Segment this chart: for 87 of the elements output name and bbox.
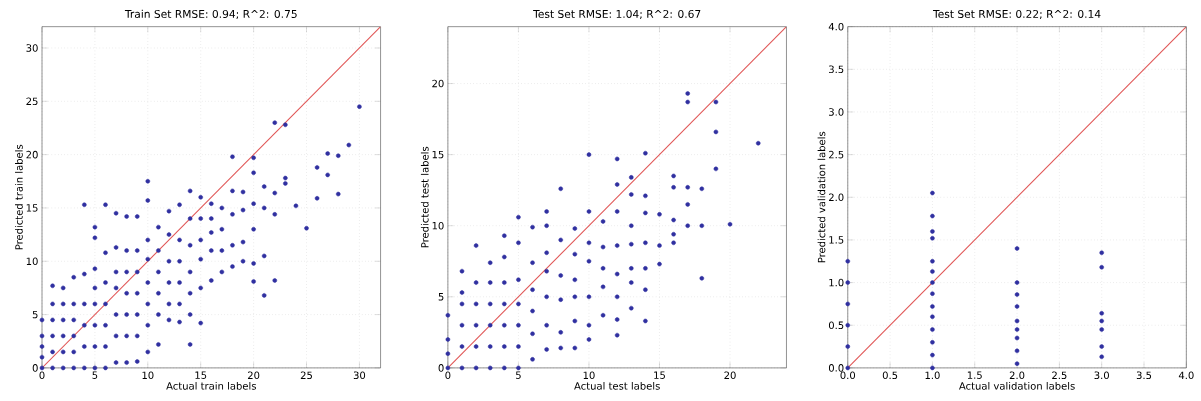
point — [930, 258, 935, 264]
y-tick-label: 15 — [26, 204, 38, 212]
point — [930, 314, 935, 319]
x-tick-label: 20 — [724, 371, 736, 379]
y-tick-label: 20 — [26, 150, 38, 159]
y-tick-label: 15 — [432, 150, 444, 159]
x-tick-label: 25 — [300, 371, 312, 379]
x-tick-label: 5 — [516, 371, 521, 379]
point — [845, 280, 851, 285]
x-axis-title: Actual validation labels — [959, 381, 1075, 390]
point — [845, 322, 851, 328]
y-tick-label: 5 — [438, 292, 444, 301]
x-tick-label: 3.0 — [1094, 371, 1109, 379]
x-tick-label: 1.5 — [967, 371, 982, 379]
y-tick-label: 1.0 — [829, 278, 844, 287]
point — [845, 344, 851, 349]
y-tick-label: 5 — [32, 310, 38, 319]
point — [1014, 348, 1020, 353]
point — [1014, 280, 1020, 285]
y-tick-label: 2.0 — [829, 193, 844, 201]
point — [930, 269, 935, 274]
y-tick-label: 10 — [432, 221, 444, 230]
y-tick-label: 2.5 — [829, 150, 844, 159]
x-tick-label: 2.5 — [1052, 371, 1067, 379]
x-tick-label: 10 — [583, 371, 595, 379]
point — [930, 190, 935, 196]
point — [930, 304, 935, 309]
y-tick-label: 0.0 — [828, 364, 844, 372]
point — [1099, 318, 1104, 324]
y-tick-label: 30 — [26, 44, 38, 52]
point — [1014, 318, 1020, 324]
point — [930, 327, 935, 332]
point — [930, 213, 935, 219]
x-tick-label: 15 — [654, 371, 665, 379]
x-tick-label: 4.0 — [1178, 371, 1194, 379]
x-tick-label: 0.0 — [840, 371, 856, 379]
y-axis-title: Predicted train labels — [15, 144, 23, 250]
point — [1099, 310, 1104, 316]
x-tick-label: 3.5 — [1136, 371, 1152, 379]
y-tick-label: 3.5 — [829, 65, 844, 73]
point — [930, 291, 935, 296]
chart-title: Test Set RMSE: 0.22; R^2: 0.14 — [932, 9, 1101, 19]
y-tick-label: 0.5 — [828, 321, 844, 329]
x-axis-title: Actual train labels — [166, 381, 256, 390]
x-tick-label: 2.0 — [1009, 371, 1025, 379]
x-tick-label: 10 — [142, 371, 154, 379]
y-tick-label: 3.0 — [829, 108, 844, 116]
point — [1014, 327, 1020, 332]
point — [845, 301, 851, 307]
y-tick-label: 0 — [32, 364, 38, 372]
point — [1014, 304, 1020, 309]
point — [930, 280, 935, 285]
point — [1014, 292, 1020, 297]
point — [930, 235, 935, 241]
point — [1014, 361, 1020, 366]
y-axis-title: Predicted test labels — [420, 146, 429, 248]
point — [1014, 335, 1020, 341]
point — [930, 229, 935, 234]
y-tick-label: 0 — [438, 364, 444, 372]
y-tick-label: 25 — [26, 97, 38, 105]
point — [1099, 344, 1104, 349]
point — [1014, 246, 1020, 251]
x-axis-title: Actual test labels — [574, 381, 660, 390]
y-axis-title: Predicted validation labels — [817, 131, 826, 263]
x-tick-label: 0 — [39, 371, 45, 379]
x-tick-label: 1.0 — [925, 371, 940, 379]
chart-title: Test Set RMSE: 1.04; R^2: 0.67 — [533, 9, 701, 19]
point — [845, 258, 851, 264]
x-tick-label: 0.5 — [882, 371, 898, 379]
point — [930, 352, 935, 358]
point — [845, 365, 851, 371]
x-tick-label: 0 — [445, 371, 451, 379]
point — [930, 365, 935, 371]
x-tick-label: 20 — [247, 371, 260, 379]
x-tick-label: 30 — [353, 371, 366, 379]
y-tick-label: 10 — [26, 257, 38, 265]
point — [1099, 327, 1104, 332]
x-tick-label: 15 — [195, 371, 207, 379]
point — [1099, 264, 1104, 270]
y-tick-label: 1.5 — [829, 236, 844, 244]
point — [1099, 354, 1104, 359]
point — [1099, 250, 1104, 255]
y-tick-label: 4.0 — [828, 22, 844, 31]
x-tick-label: 5 — [92, 371, 98, 379]
chart-title: Train Set RMSE: 0.94; R^2: 0.75 — [124, 9, 297, 19]
y-tick-label: 20 — [432, 79, 444, 88]
point — [930, 339, 935, 345]
